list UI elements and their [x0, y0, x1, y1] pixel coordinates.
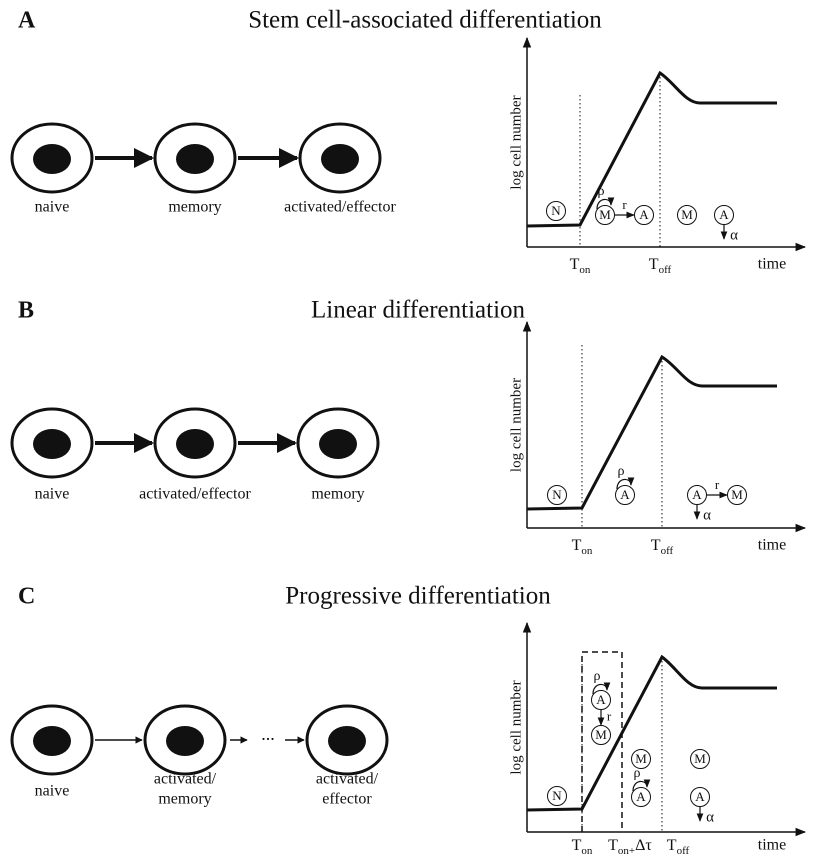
state-label: A [719, 207, 729, 222]
time-marker: Toff [651, 537, 674, 557]
marker-base: T [572, 537, 582, 554]
time-marker: Ton [572, 837, 593, 857]
panel-title: Stem cell-associated differentiation [248, 7, 602, 34]
nucleus [33, 144, 71, 174]
cell-label: memory [168, 199, 221, 216]
cell-label: memory [311, 486, 364, 503]
panel-letter: C [18, 584, 35, 610]
cell-label: naive [35, 199, 70, 216]
marker-base: T [649, 256, 659, 273]
marker-sub: on+ [618, 845, 635, 857]
rate-label: α [706, 809, 714, 825]
state-label: N [551, 203, 561, 218]
rate-label: r [622, 197, 627, 212]
rate-label: ρ [618, 464, 625, 479]
nucleus [176, 144, 214, 174]
state-label: M [694, 751, 706, 766]
marker-sub: on [581, 845, 593, 857]
cell-label: activated/effector [284, 199, 396, 216]
marker-base: T [608, 837, 618, 854]
state-label: M [595, 727, 607, 742]
nucleus [321, 144, 359, 174]
time-marker: Ton+Δτ [608, 837, 652, 857]
state-label: M [731, 487, 743, 502]
rate-label: r [607, 708, 612, 723]
state-label: A [596, 692, 606, 707]
state-label: A [636, 789, 646, 804]
panel-letter: B [18, 298, 34, 324]
y-axis-label: log cell number [508, 95, 524, 189]
marker-base: T [572, 837, 582, 854]
nucleus [33, 726, 71, 756]
rate-label: ρ [634, 766, 641, 781]
time-marker: Ton [572, 537, 593, 557]
nucleus [328, 726, 366, 756]
nucleus [166, 726, 204, 756]
time-marker: Toff [649, 256, 672, 276]
cell-label: naive [35, 783, 70, 800]
state-label: A [620, 487, 630, 502]
x-axis-label: time [758, 256, 786, 273]
time-marker: Ton [570, 256, 591, 276]
cell-label: activated/effector [139, 486, 251, 503]
y-axis-label: log cell number [508, 378, 524, 472]
panel-letter: A [18, 8, 36, 34]
rate-label: r [715, 477, 720, 492]
panel-title: Progressive differentiation [285, 583, 551, 610]
marker-base: T [651, 537, 661, 554]
state-label: A [639, 207, 649, 222]
rate-label: α [703, 507, 711, 523]
marker-base: T [667, 837, 677, 854]
panel-title: Linear differentiation [311, 297, 526, 324]
x-axis-label: time [758, 837, 786, 854]
rate-label: ρ [594, 669, 601, 684]
state-label: M [681, 207, 693, 222]
cell-label: activated/ [154, 771, 217, 788]
marker-sub: off [661, 545, 674, 557]
population-curve [527, 73, 777, 226]
y-axis-label: log cell number [508, 680, 524, 774]
cell-label: effector [322, 791, 372, 808]
connector: ... [261, 724, 275, 744]
nucleus [176, 429, 214, 459]
rate-label: α [730, 227, 738, 243]
cell-label: memory [158, 791, 211, 808]
population-curve [527, 657, 777, 810]
state-label: M [599, 207, 611, 222]
marker-sub: off [659, 264, 672, 276]
marker-sub: on [579, 264, 591, 276]
figure: A Stem cell-associated differentiation nai… [0, 0, 816, 857]
nucleus [319, 429, 357, 459]
state-label: N [552, 487, 562, 502]
state-label: N [552, 788, 562, 803]
cell-label: activated/ [316, 771, 379, 788]
cell-label: naive [35, 486, 70, 503]
marker-base: T [570, 256, 580, 273]
state-label: M [635, 751, 647, 766]
rate-label: ρ [598, 184, 605, 199]
marker-sub: on [581, 545, 593, 557]
state-label: A [695, 789, 705, 804]
marker-sub: off [677, 845, 690, 857]
state-label: A [692, 487, 702, 502]
marker-tail: Δτ [635, 837, 652, 854]
x-axis-label: time [758, 537, 786, 554]
time-marker: Toff [667, 837, 690, 857]
nucleus [33, 429, 71, 459]
